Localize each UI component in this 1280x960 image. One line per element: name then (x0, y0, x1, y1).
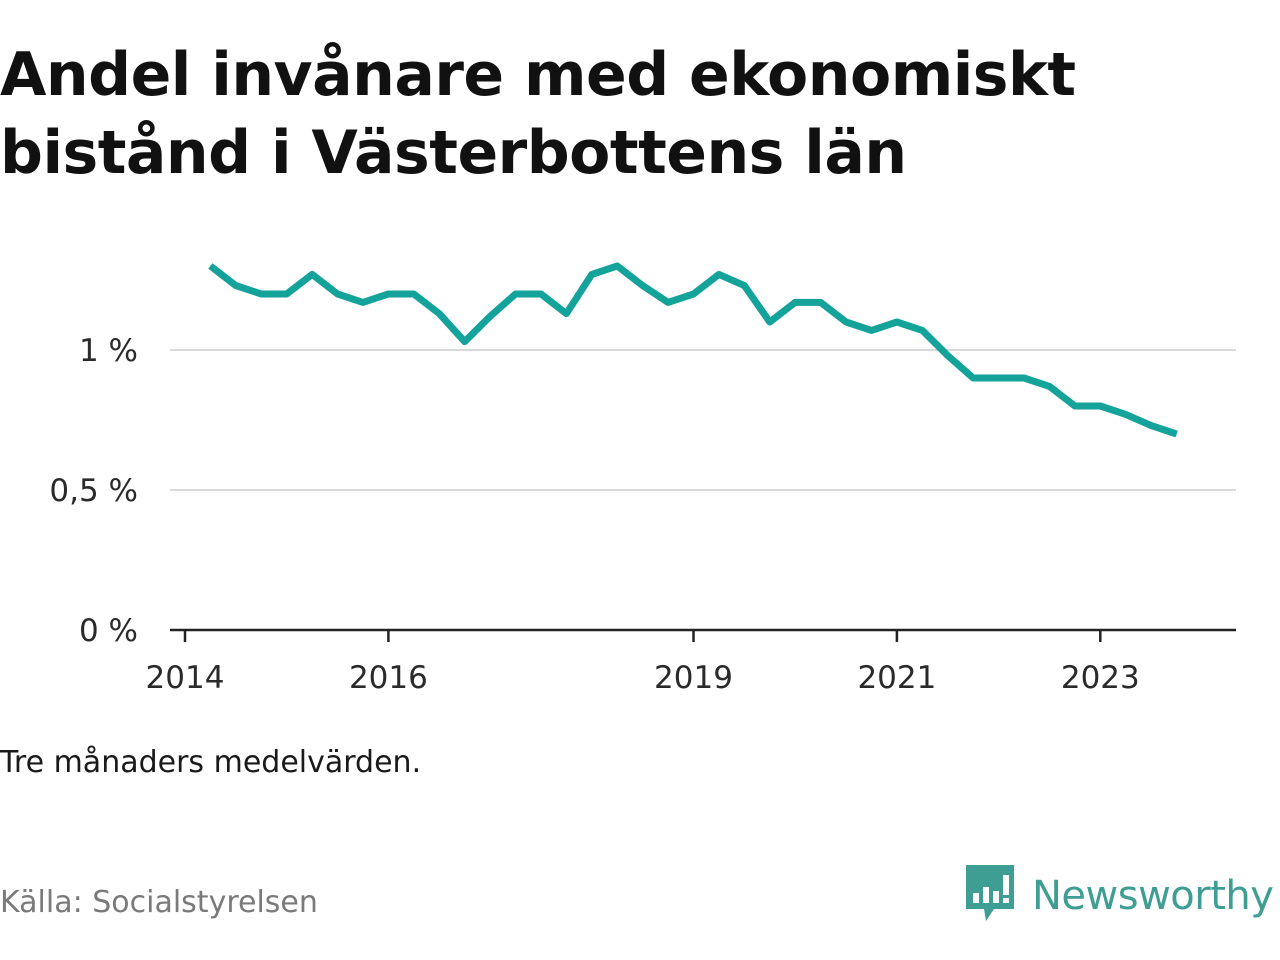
data-point (1099, 405, 1101, 407)
y-tick-label: 1 % (79, 333, 138, 369)
series (208, 262, 1178, 438)
gridlines (170, 349, 1236, 491)
y-tick-label: 0,5 % (49, 473, 138, 509)
line-chart: 0 % 0,5 % 1 % 2014 2016 2019 2021 2023 (49, 262, 1236, 696)
x-tick-label: 2014 (146, 660, 225, 696)
data-point (489, 315, 491, 317)
data-point (718, 273, 720, 275)
axes (170, 628, 1236, 642)
data-point (896, 321, 898, 323)
data-point (693, 293, 694, 295)
data-point (235, 285, 237, 287)
data-point (1023, 377, 1025, 379)
source-credit: Källa: Socialstyrelsen (0, 885, 318, 920)
data-point (820, 301, 822, 303)
newsworthy-logo-icon (964, 863, 1016, 929)
data-point (387, 293, 389, 295)
data-point (591, 273, 593, 275)
data-point (565, 313, 567, 315)
brand-name: Newsworthy (1032, 873, 1274, 919)
data-point (540, 293, 542, 295)
data-point (1150, 425, 1152, 427)
x-tick-label: 2016 (349, 660, 428, 696)
data-point (413, 293, 415, 295)
brand-logo[interactable]: Newsworthy (964, 863, 1274, 929)
data-point (337, 293, 339, 295)
x-tick-label: 2019 (654, 660, 733, 696)
data-point (947, 355, 949, 357)
data-point (769, 321, 771, 323)
data-point (972, 377, 974, 379)
data-point (998, 377, 1000, 379)
chart-note: Tre månaders medelvärden. (0, 745, 422, 780)
data-point (1048, 385, 1050, 387)
data-point (1125, 413, 1127, 415)
data-point (1074, 405, 1076, 407)
data-point (362, 301, 364, 303)
y-tick-label: 0 % (79, 613, 138, 649)
data-point (845, 321, 847, 323)
data-point (311, 273, 313, 275)
data-point (438, 313, 440, 315)
chart-title: Andel invånare med ekonomiskt bistånd i … (0, 40, 1076, 188)
data-point (667, 301, 669, 303)
data-point (464, 341, 466, 343)
tick-labels: 0 % 0,5 % 1 % 2014 2016 2019 2021 2023 (49, 333, 1139, 696)
x-tick-label: 2023 (1061, 660, 1140, 696)
data-point (921, 329, 923, 331)
data-point (209, 265, 211, 267)
data-point (743, 285, 745, 287)
data-point (515, 293, 517, 295)
data-point (616, 265, 618, 267)
data-point (260, 293, 262, 295)
data-point (794, 301, 796, 303)
data-point (870, 329, 872, 331)
x-tick-label: 2021 (857, 660, 936, 696)
data-point (1176, 433, 1178, 435)
data-point (286, 293, 288, 295)
data-point (642, 285, 644, 287)
